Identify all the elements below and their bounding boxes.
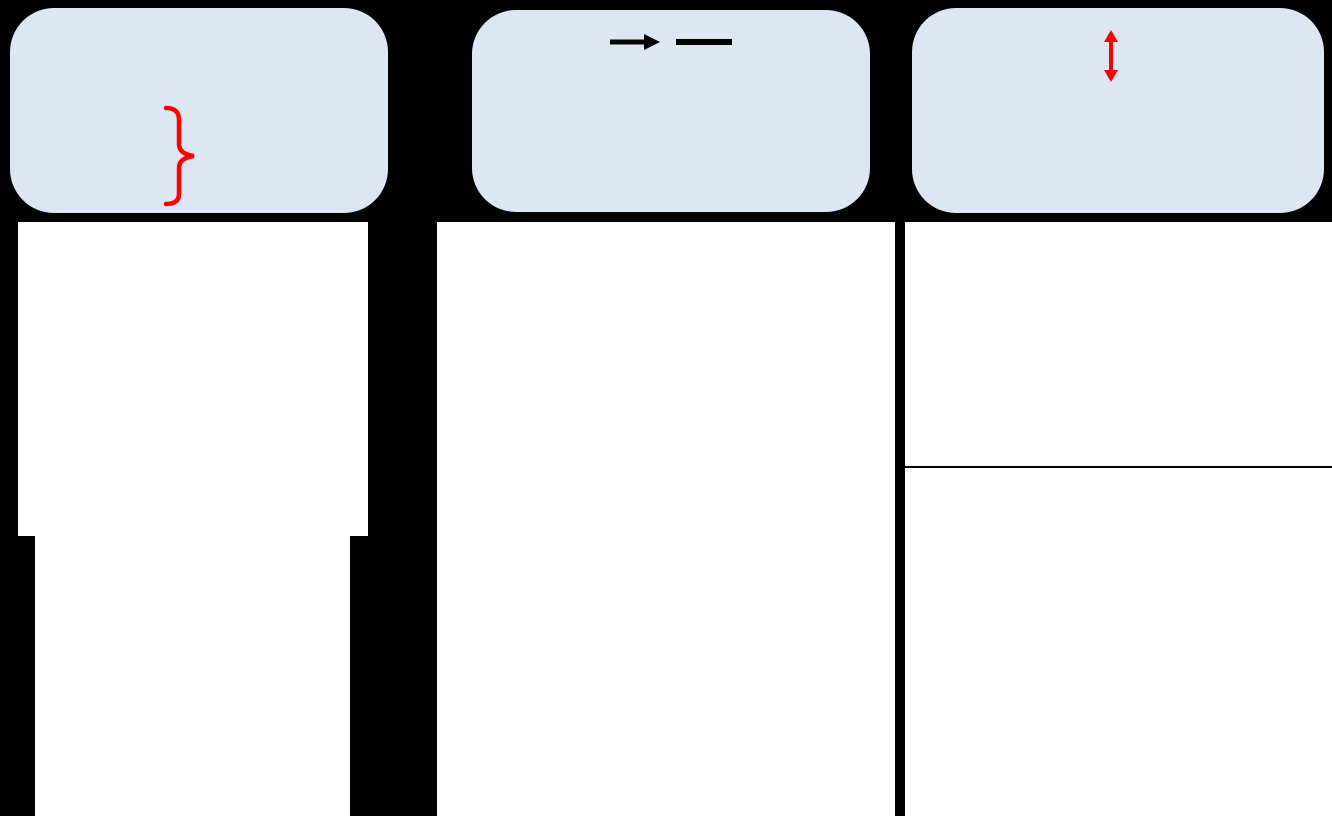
red-brace-icon	[163, 105, 195, 207]
m5c-bar-panel	[35, 512, 350, 816]
context-stacked-chart	[725, 352, 895, 464]
sequence-logos-i	[669, 570, 895, 816]
m5c-level-bar-chart	[35, 512, 350, 816]
flow-box-m5c-distribution	[472, 10, 870, 212]
flow-arrow-icon	[610, 34, 660, 50]
middle-panel	[437, 222, 895, 816]
methylation-expression-scatter	[905, 222, 1332, 466]
pathway-panel	[905, 468, 1332, 816]
modification-heatmap	[18, 222, 368, 536]
m5c-level-boxplot	[575, 222, 725, 362]
heatmap-panel	[18, 222, 368, 536]
venn2-chart	[439, 224, 589, 336]
flow-box-methylation-level	[10, 8, 388, 213]
sequence-logos-h	[439, 612, 667, 812]
region-stacked-chart	[652, 462, 895, 577]
venn3-chart	[437, 337, 597, 467]
scatter-panel	[905, 222, 1332, 466]
density-chart	[442, 465, 600, 607]
flow-box-dmg-analysis	[912, 8, 1324, 213]
pathway-bar-chart	[905, 468, 1332, 816]
double-arrow-icon	[1104, 30, 1118, 82]
m5c-counts-chart	[725, 222, 895, 367]
flow-connector-line-icon	[676, 39, 732, 45]
